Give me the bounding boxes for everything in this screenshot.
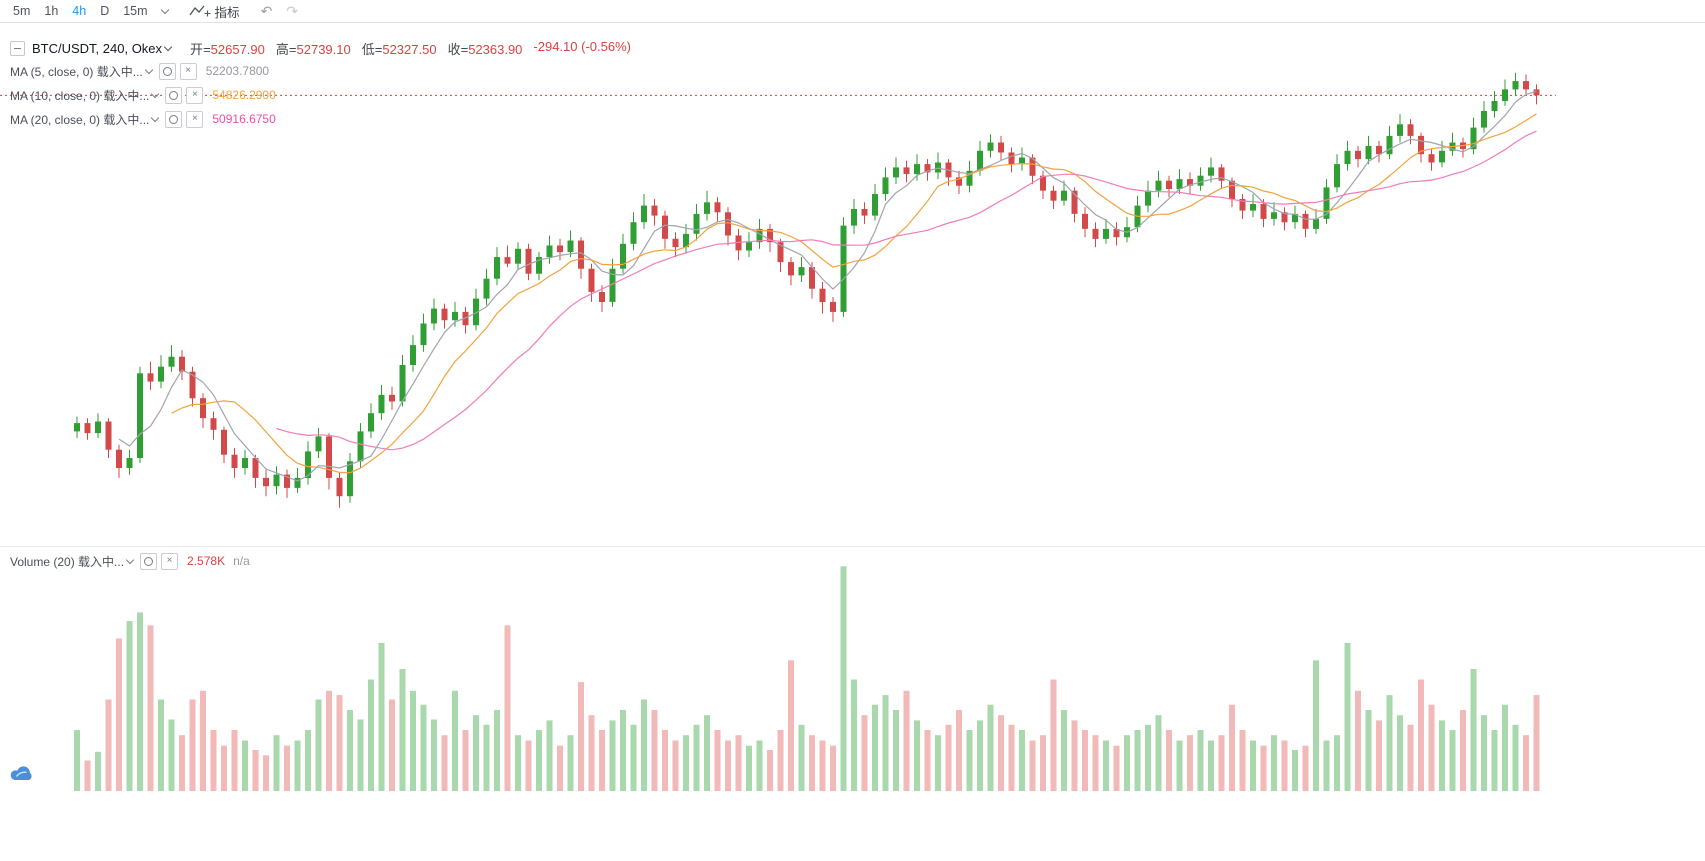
- hide-indicator-button[interactable]: [140, 552, 158, 570]
- minus-icon: [14, 47, 21, 49]
- close-icon: ×: [191, 113, 198, 124]
- timeframe-1h[interactable]: 1h: [44, 4, 59, 18]
- volume-chart-canvas[interactable]: [0, 547, 1556, 791]
- remove-indicator-button[interactable]: ×: [161, 552, 179, 570]
- timeframe-1d[interactable]: D: [100, 4, 110, 18]
- volume-na: n/a: [233, 554, 250, 568]
- hide-indicator-button[interactable]: [165, 110, 183, 128]
- ma10-legend: MA (10, close, 0) 载入中... × 54826.2900: [10, 86, 276, 104]
- open-value: 52657.90: [210, 41, 265, 57]
- close-label: 收: [447, 41, 461, 57]
- low-label: 低: [361, 41, 375, 57]
- eye-icon: [144, 556, 154, 566]
- equals-sign: =: [288, 41, 297, 57]
- collapse-panel-button[interactable]: [10, 40, 25, 56]
- low-value: 52327.50: [382, 41, 437, 57]
- indicators-button-label: 指标: [214, 5, 240, 20]
- timeframe-dropdown-button[interactable]: [155, 0, 175, 22]
- ma10-label: MA (10, close, 0) 载入中...: [10, 88, 150, 103]
- close-icon: ×: [191, 89, 198, 100]
- timeframe-4h[interactable]: 4h: [72, 4, 87, 18]
- close-value: 52363.90: [468, 41, 523, 57]
- eye-icon: [169, 114, 179, 124]
- panel-divider[interactable]: [0, 546, 1705, 547]
- ohlc-readout: 开=52657.90 高=52739.10 低=52327.50 收=52363…: [190, 39, 631, 58]
- equals-sign: =: [460, 41, 469, 57]
- change-value: -294.10 (-0.56%): [533, 38, 631, 54]
- ma5-legend: MA (5, close, 0) 载入中... × 52203.7800: [10, 62, 270, 80]
- equals-sign: =: [374, 41, 383, 57]
- hide-indicator-button[interactable]: [165, 86, 183, 104]
- chevron-down-icon: [160, 5, 169, 15]
- chevron-down-icon[interactable]: [151, 89, 160, 99]
- close-icon: ×: [185, 65, 192, 76]
- platform-logo: [8, 763, 36, 785]
- ma20-label: MA (20, close, 0) 载入中...: [10, 112, 150, 127]
- indicators-button[interactable]: 指标: [189, 2, 240, 21]
- ohlc-close: 收=52363.90: [448, 39, 523, 58]
- top-toolbar: 5m 1h 4h D 15m 指标 ↶ ↷: [0, 0, 1705, 23]
- volume-legend: Volume (20) 载入中... × 2.578K n/a: [10, 552, 250, 570]
- high-value: 52739.10: [296, 41, 351, 57]
- chevron-down-icon[interactable]: [125, 555, 135, 565]
- ma10-value: 54826.2900: [212, 88, 276, 102]
- ma20-legend: MA (20, close, 0) 载入中... × 50916.6750: [10, 110, 276, 128]
- hide-indicator-button[interactable]: [158, 62, 176, 80]
- remove-indicator-button[interactable]: ×: [179, 62, 197, 80]
- chevron-down-icon[interactable]: [163, 42, 173, 52]
- ohlc-high: 高=52739.10: [276, 39, 351, 58]
- ohlc-open: 开=52657.90: [190, 39, 265, 58]
- chevron-down-icon[interactable]: [151, 113, 160, 123]
- ohlc-low: 低=52327.50: [362, 39, 437, 58]
- ma5-value: 52203.7800: [205, 64, 270, 78]
- equals-sign: =: [203, 41, 211, 57]
- ma20-value: 50916.6750: [212, 112, 276, 126]
- eye-icon: [169, 90, 179, 100]
- chart-area: BTC/USDT, 240, Okex 开=52657.90 高=52739.1…: [0, 23, 1705, 861]
- cloud-logo-icon: [10, 766, 32, 780]
- ma5-label: MA (5, close, 0) 载入中...: [10, 64, 143, 79]
- timeframe-5m[interactable]: 5m: [13, 4, 31, 18]
- open-label: 开: [190, 41, 204, 57]
- volume-label: Volume (20) 载入中...: [10, 554, 125, 569]
- timeframe-15m[interactable]: 15m: [123, 4, 148, 18]
- indicator-curve-icon: [189, 5, 211, 17]
- undo-button[interactable]: ↶: [260, 2, 273, 19]
- remove-indicator-button[interactable]: ×: [186, 86, 204, 104]
- close-icon: ×: [166, 555, 173, 566]
- price-chart-canvas[interactable]: [0, 23, 1556, 546]
- symbol-legend: BTC/USDT, 240, Okex 开=52657.90 高=52739.1…: [10, 39, 631, 57]
- remove-indicator-button[interactable]: ×: [186, 110, 204, 128]
- chevron-down-icon[interactable]: [144, 65, 153, 75]
- redo-button[interactable]: ↷: [286, 2, 299, 19]
- symbol-title[interactable]: BTC/USDT, 240, Okex: [32, 40, 163, 56]
- high-label: 高: [275, 41, 289, 57]
- volume-value: 2.578K: [187, 554, 226, 568]
- eye-icon: [162, 66, 172, 76]
